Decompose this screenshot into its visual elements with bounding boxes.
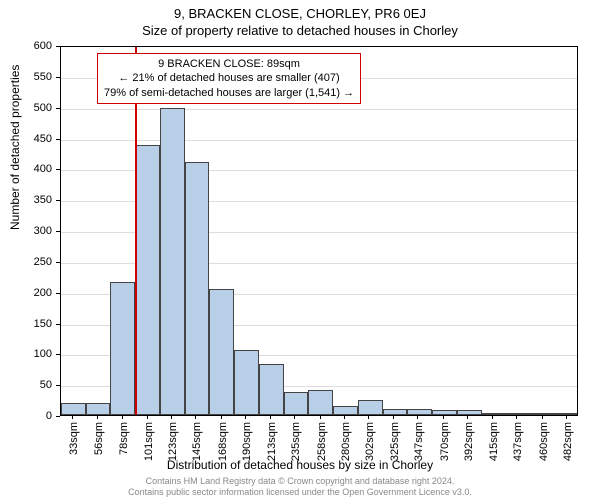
- y-tick-label: 600: [34, 40, 52, 52]
- chart-area: 9 BRACKEN CLOSE: 89sqm← 21% of detached …: [60, 46, 578, 416]
- x-tick-label: 325sqm: [389, 422, 401, 461]
- y-tick-label: 450: [34, 133, 52, 145]
- x-tick-label: 145sqm: [191, 422, 203, 461]
- x-tick-label: 302sqm: [364, 422, 376, 461]
- histogram-bar: [432, 410, 457, 415]
- x-tick-label: 235sqm: [290, 422, 302, 461]
- histogram-bar: [160, 108, 185, 415]
- histogram-bar: [86, 403, 111, 415]
- plot-area: 9 BRACKEN CLOSE: 89sqm← 21% of detached …: [60, 46, 578, 416]
- histogram-bar: [531, 413, 556, 415]
- histogram-bar: [61, 403, 86, 415]
- histogram-bar: [358, 400, 383, 415]
- histogram-bar: [333, 406, 358, 415]
- y-tick-label: 0: [46, 410, 52, 422]
- y-tick-label: 250: [34, 256, 52, 268]
- histogram-bar: [383, 409, 408, 415]
- histogram-bar: [407, 409, 432, 415]
- x-tick-label: 347sqm: [413, 422, 425, 461]
- histogram-bar: [308, 390, 333, 415]
- histogram-bar: [556, 413, 578, 415]
- x-tick-label: 33sqm: [68, 422, 80, 455]
- y-tick-label: 100: [34, 348, 52, 360]
- x-tick-label: 415sqm: [488, 422, 500, 461]
- y-tick-label: 550: [34, 71, 52, 83]
- x-tick-label: 280sqm: [340, 422, 352, 461]
- x-tick-label: 437sqm: [512, 422, 524, 461]
- histogram-bar: [482, 413, 507, 415]
- y-axis-ticks: 050100150200250300350400450500550600: [0, 46, 56, 416]
- histogram-bar: [259, 364, 284, 415]
- x-tick-label: 101sqm: [143, 422, 155, 461]
- info-box: 9 BRACKEN CLOSE: 89sqm← 21% of detached …: [97, 53, 361, 104]
- footer-line-1: Contains HM Land Registry data © Crown c…: [0, 476, 600, 487]
- y-tick-label: 50: [40, 379, 52, 391]
- x-tick-label: 190sqm: [241, 422, 253, 461]
- x-tick-label: 123sqm: [167, 422, 179, 461]
- x-tick-label: 213sqm: [266, 422, 278, 461]
- histogram-bar: [234, 350, 259, 415]
- histogram-bar: [457, 410, 482, 415]
- x-tick-label: 460sqm: [538, 422, 550, 461]
- x-tick-label: 258sqm: [316, 422, 328, 461]
- x-tick-label: 370sqm: [439, 422, 451, 461]
- info-box-line: 79% of semi-detached houses are larger (…: [104, 86, 354, 100]
- footer-line-2: Contains public sector information licen…: [0, 487, 600, 498]
- x-tick-label: 78sqm: [118, 422, 130, 455]
- histogram-bar: [506, 413, 531, 415]
- y-tick-label: 200: [34, 287, 52, 299]
- y-tick-label: 150: [34, 318, 52, 330]
- page-title: 9, BRACKEN CLOSE, CHORLEY, PR6 0EJ: [0, 0, 600, 21]
- histogram-bar: [185, 162, 210, 415]
- x-tick-label: 168sqm: [217, 422, 229, 461]
- x-axis-label: Distribution of detached houses by size …: [0, 458, 600, 472]
- info-box-line: ← 21% of detached houses are smaller (40…: [104, 71, 354, 85]
- page-subtitle: Size of property relative to detached ho…: [0, 21, 600, 38]
- y-tick-label: 300: [34, 225, 52, 237]
- histogram-bar: [135, 145, 160, 415]
- x-tick-label: 392sqm: [463, 422, 475, 461]
- y-tick-label: 500: [34, 102, 52, 114]
- x-tick-label: 56sqm: [93, 422, 105, 455]
- histogram-bar: [110, 282, 135, 415]
- y-tick-label: 400: [34, 163, 52, 175]
- y-tick-label: 350: [34, 194, 52, 206]
- info-box-line: 9 BRACKEN CLOSE: 89sqm: [104, 57, 354, 71]
- histogram-bar: [284, 392, 309, 415]
- x-tick-label: 482sqm: [562, 422, 574, 461]
- histogram-bar: [209, 289, 234, 415]
- footer-attribution: Contains HM Land Registry data © Crown c…: [0, 476, 600, 498]
